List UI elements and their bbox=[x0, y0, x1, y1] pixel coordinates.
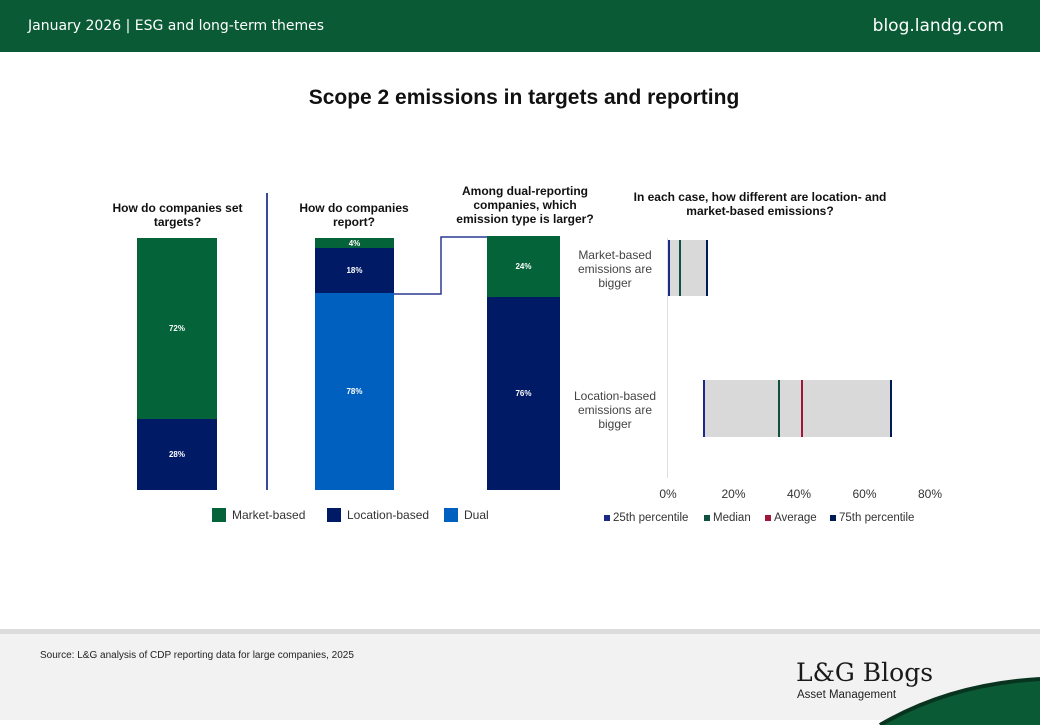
x-tick-label: 40% bbox=[786, 487, 812, 501]
legend-label: Dual bbox=[464, 508, 489, 522]
chart-title: Scope 2 emissions in targets and reporti… bbox=[308, 86, 740, 109]
marker-median bbox=[778, 380, 781, 437]
data-label: 18% bbox=[346, 266, 363, 276]
legend-label: Market-based bbox=[232, 508, 306, 522]
chart3-title: Among dual-reporting companies, which em… bbox=[456, 184, 594, 226]
bar-segment-location-based: 28% bbox=[137, 419, 217, 490]
legend-p25: 25th percentile bbox=[604, 512, 688, 524]
logo: L&G Blogs bbox=[796, 658, 934, 687]
legend-average: Average bbox=[765, 512, 817, 524]
bar-segment-market-based: 4% bbox=[315, 238, 394, 249]
x-tick-label: 0% bbox=[659, 487, 677, 501]
legend-median: Median bbox=[704, 512, 751, 524]
legend-market: Market-based bbox=[212, 508, 305, 522]
legend-dual: Dual bbox=[444, 508, 489, 522]
data-label: 76% bbox=[515, 388, 532, 398]
source-note: Source: L&G analysis of CDP reporting da… bbox=[40, 650, 354, 661]
marker-75th-percentile bbox=[889, 380, 892, 437]
legend-label: 25th percentile bbox=[613, 512, 689, 524]
legend-label: Average bbox=[774, 512, 817, 524]
x-tick-label: 80% bbox=[917, 487, 943, 501]
data-label: 28% bbox=[168, 450, 185, 460]
chart4-title: In each case, how different are location… bbox=[633, 190, 887, 218]
x-tick-label: 20% bbox=[721, 487, 746, 501]
logo-subtitle: Asset Management bbox=[797, 689, 897, 701]
data-label: 4% bbox=[348, 238, 361, 248]
legend-label: 75th percentile bbox=[839, 512, 915, 524]
marker-25th-percentile bbox=[703, 380, 706, 437]
legend-label: Location-based bbox=[347, 508, 430, 522]
row-label-market: Market-based emissions are bigger bbox=[577, 248, 653, 290]
range-bar bbox=[704, 380, 892, 437]
marker-25th-percentile bbox=[667, 240, 670, 296]
marker-median bbox=[679, 240, 682, 296]
bar-segment-market-based: 24% bbox=[487, 236, 560, 297]
bar-segment-location-based: 76% bbox=[487, 296, 560, 490]
chart1-title: How do companies set targets? bbox=[112, 201, 243, 229]
legend-location: Location-based bbox=[327, 508, 429, 522]
site-link[interactable]: blog.landg.com bbox=[872, 16, 1004, 36]
legend-label: Median bbox=[713, 512, 751, 524]
y-axis-line bbox=[667, 238, 668, 478]
bar-segment-market-based: 72% bbox=[137, 238, 217, 420]
bar-segment-location-based: 18% bbox=[315, 248, 394, 294]
header-date-theme: January 2026 | ESG and long-term themes bbox=[28, 18, 325, 34]
data-label: 78% bbox=[346, 387, 363, 397]
range-bar bbox=[668, 240, 709, 296]
chart2-title: How do companies report? bbox=[299, 201, 409, 229]
footer: Source: L&G analysis of CDP reporting da… bbox=[0, 629, 1040, 725]
marker-average bbox=[801, 380, 804, 437]
x-tick-label: 60% bbox=[852, 487, 877, 501]
marker-75th-percentile bbox=[706, 240, 709, 296]
row-label-location: Location-based emissions are bigger bbox=[573, 389, 657, 431]
bar-segment-dual: 78% bbox=[315, 293, 394, 490]
header-bar: January 2026 | ESG and long-term themes … bbox=[0, 0, 1040, 52]
divider bbox=[266, 193, 268, 490]
data-label: 72% bbox=[168, 324, 185, 334]
legend-p75: 75th percentile bbox=[830, 512, 914, 524]
decorative-swoosh bbox=[878, 677, 1040, 725]
data-label: 24% bbox=[515, 261, 532, 271]
